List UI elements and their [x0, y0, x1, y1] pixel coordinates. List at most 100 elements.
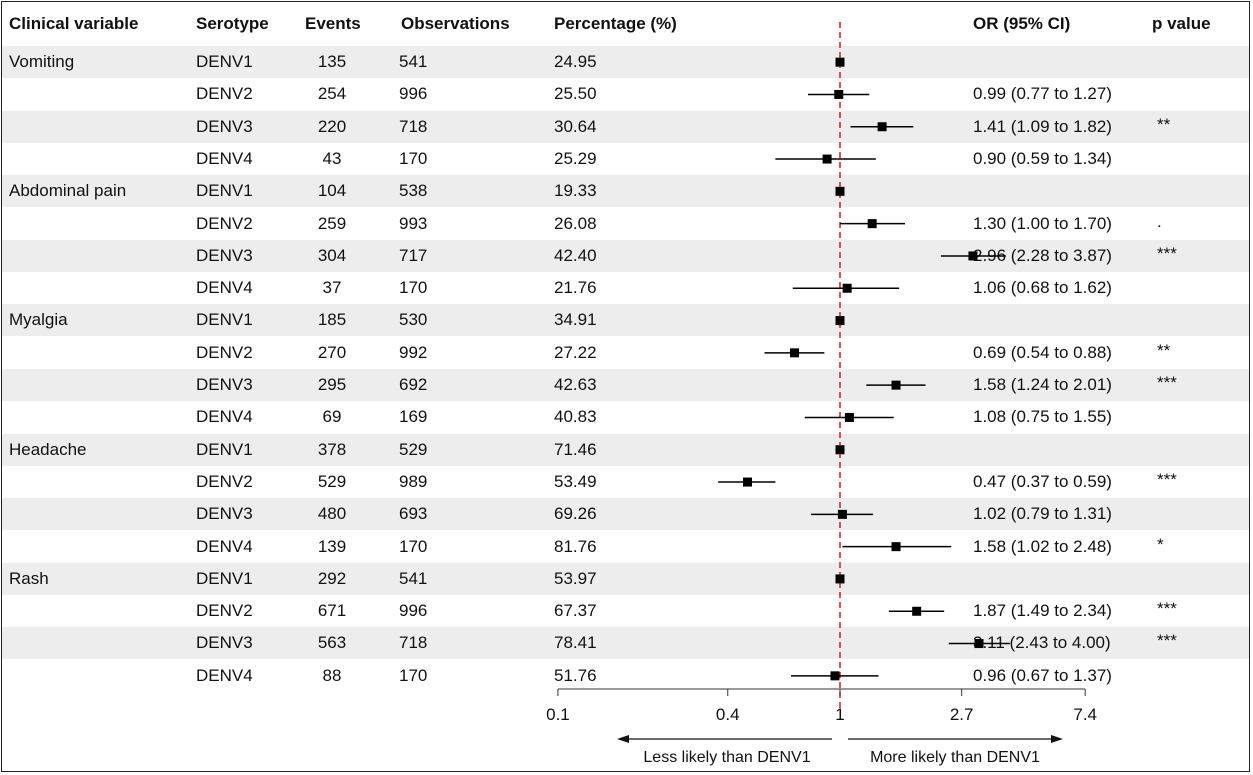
- percentage-cell: 81.76: [554, 536, 597, 556]
- observations-cell: 693: [399, 504, 428, 524]
- serotype-cell: DENV3: [196, 633, 253, 653]
- observations-cell: 170: [399, 665, 428, 685]
- or-point-marker: [844, 412, 854, 422]
- or-point-marker: [891, 380, 901, 390]
- events-cell: 43: [322, 148, 342, 168]
- serotype-cell: DENV2: [196, 342, 253, 362]
- p-value-cell: ***: [1157, 243, 1177, 263]
- events-cell: 37: [322, 278, 342, 298]
- percentage-cell: 71.46: [554, 439, 597, 459]
- events-cell: 480: [317, 504, 347, 524]
- observations-cell: 170: [399, 148, 428, 168]
- clinical-variable-label: Vomiting: [9, 52, 75, 71]
- observations-cell: 538: [399, 181, 428, 201]
- percentage-cell: 53.49: [554, 471, 597, 491]
- or-ci-cell: 1.58 (1.24 to 2.01): [973, 375, 1112, 394]
- row-stripe: [2, 46, 1249, 78]
- row-stripe: [2, 304, 1249, 337]
- events-cell: 104: [317, 181, 347, 201]
- p-value-cell: ***: [1157, 469, 1177, 489]
- p-value-cell: ***: [1157, 373, 1177, 392]
- left-direction-label: Less likely than DENV1: [643, 749, 810, 766]
- or-ci-cell: 2.96 (2.28 to 3.87): [973, 245, 1112, 265]
- percentage-cell: 34.91: [554, 310, 597, 330]
- x-tick-label: 0.1: [546, 705, 570, 724]
- serotype-cell: DENV3: [196, 375, 253, 394]
- or-point-marker: [743, 477, 753, 487]
- percentage-cell: 51.76: [554, 665, 597, 685]
- or-ci-cell: 0.99 (0.77 to 1.27): [973, 84, 1112, 104]
- percentage-cell: 27.22: [554, 342, 597, 362]
- clinical-variable-label: Headache: [9, 439, 87, 459]
- events-cell: 563: [317, 633, 347, 653]
- or-point-marker: [877, 122, 887, 132]
- or-point-marker: [842, 283, 852, 293]
- or-ci-cell: 0.90 (0.59 to 1.34): [973, 148, 1112, 168]
- or-point-marker: [835, 574, 845, 584]
- serotype-cell: DENV2: [196, 84, 253, 104]
- row-stripe: [2, 239, 1249, 272]
- percentage-cell: 25.29: [554, 148, 597, 168]
- or-point-marker: [834, 89, 844, 99]
- or-ci-cell: 1.02 (0.79 to 1.31): [973, 504, 1112, 524]
- events-cell: 135: [317, 52, 347, 71]
- events-cell: 254: [317, 84, 347, 104]
- percentage-cell: 69.26: [554, 504, 597, 524]
- observations-cell: 170: [399, 536, 428, 556]
- percentage-cell: 25.50: [554, 84, 597, 104]
- events-cell: 185: [317, 310, 347, 330]
- events-cell: 292: [317, 568, 347, 588]
- serotype-cell: DENV2: [196, 601, 253, 621]
- serotype-cell: DENV1: [196, 439, 253, 459]
- or-point-marker: [822, 154, 832, 164]
- or-point-marker: [790, 348, 800, 358]
- observations-cell: 992: [399, 342, 428, 362]
- events-cell: 220: [317, 116, 347, 136]
- percentage-cell: 42.63: [554, 375, 597, 394]
- serotype-cell: DENV1: [196, 568, 253, 588]
- serotype-cell: DENV4: [196, 278, 253, 298]
- x-tick-label: 0.4: [716, 705, 740, 724]
- or-point-marker: [835, 316, 845, 326]
- serotype-cell: DENV2: [196, 213, 253, 233]
- observations-cell: 989: [399, 471, 428, 491]
- serotype-cell: DENV1: [196, 310, 253, 330]
- row-stripe: [2, 498, 1249, 531]
- events-cell: 671: [317, 601, 347, 621]
- or-ci-cell: 3.11 (2.43 to 4.00): [973, 633, 1111, 653]
- serotype-cell: DENV1: [196, 181, 253, 201]
- or-ci-cell: 1.08 (0.75 to 1.55): [973, 407, 1112, 427]
- observations-cell: 529: [399, 439, 428, 459]
- row-stripe: [2, 562, 1249, 595]
- serotype-cell: DENV4: [196, 665, 253, 685]
- row-stripe: [2, 627, 1249, 660]
- or-point-marker: [891, 542, 901, 552]
- or-point-marker: [912, 606, 922, 616]
- events-cell: 304: [317, 245, 347, 265]
- p-value-cell: **: [1157, 114, 1171, 134]
- clinical-variable-label: Myalgia: [9, 310, 68, 330]
- serotype-cell: DENV1: [196, 52, 253, 71]
- or-point-marker: [974, 639, 984, 649]
- percentage-cell: 40.83: [554, 407, 597, 427]
- serotype-cell: DENV3: [196, 245, 253, 265]
- serotype-cell: DENV3: [196, 504, 253, 524]
- serotype-cell: DENV2: [196, 471, 253, 491]
- observations-cell: 717: [399, 245, 428, 265]
- header-or: OR (95% CI): [973, 14, 1071, 33]
- p-value-cell: ***: [1157, 599, 1177, 619]
- header-percentage: Percentage (%): [554, 14, 677, 33]
- or-ci-cell: 1.87 (1.49 to 2.34): [973, 601, 1112, 621]
- observations-cell: 530: [399, 310, 428, 330]
- header-p-value: p value: [1152, 14, 1211, 33]
- or-ci-cell: 0.47 (0.37 to 0.59): [973, 471, 1112, 491]
- observations-cell: 718: [399, 116, 428, 136]
- or-ci-cell: 1.30 (1.00 to 1.70): [973, 213, 1112, 233]
- events-cell: 259: [317, 213, 347, 233]
- p-value-cell: .: [1157, 211, 1162, 231]
- events-cell: 88: [322, 665, 342, 685]
- events-cell: 139: [317, 536, 347, 556]
- percentage-cell: 26.08: [554, 213, 597, 233]
